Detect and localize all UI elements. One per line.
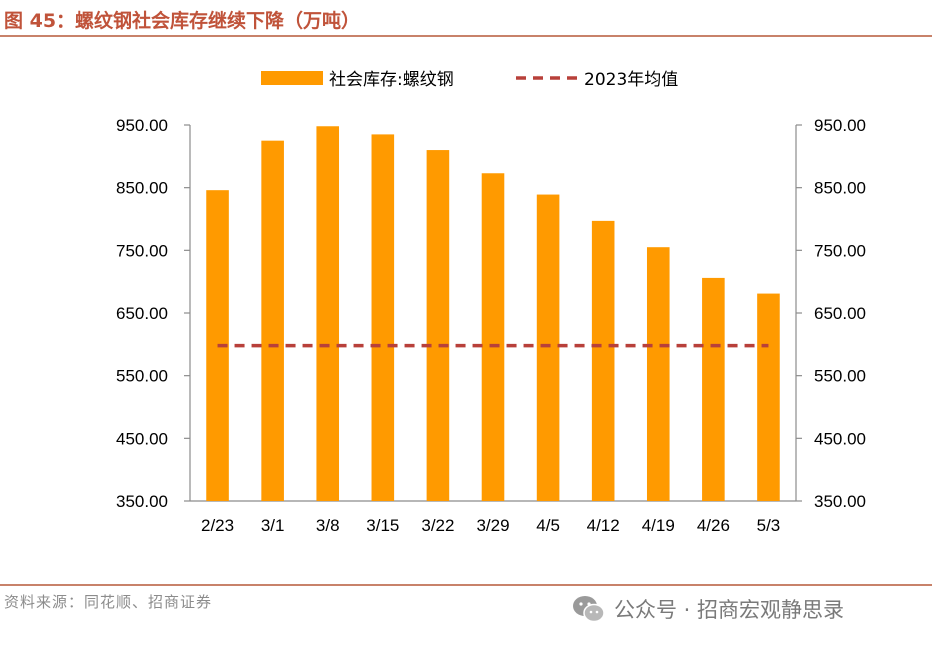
- x-tick-label: 4/26: [697, 516, 730, 535]
- legend-label-average: 2023年均值: [584, 70, 678, 90]
- y-tick-label-right: 950.00: [814, 116, 866, 135]
- bar: [702, 277, 725, 501]
- bar-chart: 社会库存:螺纹钢 2023年均值 350.00 450.00 550.00 650.0…: [116, 70, 866, 535]
- source-note: 资料来源：同花顺、招商证券: [4, 593, 213, 611]
- bar: [261, 140, 284, 501]
- x-tick-label: 4/12: [587, 516, 620, 535]
- x-tick-label: 4/5: [536, 516, 560, 535]
- y-tick-label-left: 450.00: [116, 429, 168, 448]
- watermark-text: 公众号 · 招商宏观静思录: [614, 598, 845, 622]
- bar-series: [206, 126, 780, 502]
- y-tick-label-right: 650.00: [814, 304, 866, 323]
- bar: [426, 150, 450, 502]
- y-ticks-left: 350.00 450.00 550.00 650.00 750.00 850.00 950.…: [116, 116, 190, 511]
- x-tick-label: 3/29: [476, 516, 509, 535]
- x-tick-label: 5/3: [757, 516, 781, 535]
- x-tick-label: 3/8: [316, 516, 340, 535]
- bar: [591, 220, 615, 501]
- x-tick-label: 3/15: [366, 516, 399, 535]
- watermark: 公众号 · 招商宏观静思录: [572, 594, 844, 624]
- y-tick-label-left: 550.00: [116, 367, 168, 386]
- y-tick-label-left: 950.00: [116, 116, 168, 135]
- y-tick-label-left: 850.00: [116, 179, 168, 198]
- x-tick-label: 3/1: [261, 516, 285, 535]
- x-tick-label: 3/22: [421, 516, 454, 535]
- source-rule: [0, 584, 932, 586]
- y-tick-label-left: 750.00: [116, 241, 168, 260]
- y-tick-label-left: 650.00: [116, 304, 168, 323]
- y-ticks-right: 350.00 450.00 550.00 650.00 750.00 850.00 950.…: [796, 116, 866, 511]
- y-tick-label-left: 350.00: [116, 492, 168, 511]
- bar: [646, 247, 670, 501]
- x-tick-labels: 2/23 3/1 3/8 3/15 3/22 3/29 4/5 4/12 4/19 4/26 5/3: [201, 516, 780, 535]
- figure-title: 图 45：螺纹钢社会库存继续下降（万吨）: [4, 10, 361, 32]
- bar: [316, 126, 340, 502]
- title-rule: [0, 35, 932, 37]
- y-tick-label-right: 550.00: [814, 367, 866, 386]
- bar: [481, 173, 505, 501]
- chart-legend: 社会库存:螺纹钢 2023年均值: [261, 70, 678, 90]
- legend-label-inventory: 社会库存:螺纹钢: [329, 70, 454, 90]
- y-tick-label-right: 750.00: [814, 241, 866, 260]
- legend-swatch-inventory: [261, 71, 323, 85]
- bar: [206, 190, 229, 501]
- bar: [536, 194, 560, 501]
- wechat-icon: [573, 596, 605, 623]
- y-tick-label-right: 450.00: [814, 429, 866, 448]
- y-tick-label-right: 850.00: [814, 179, 866, 198]
- y-tick-label-right: 350.00: [814, 492, 866, 511]
- bar: [371, 134, 395, 501]
- x-tick-label: 4/19: [642, 516, 675, 535]
- x-tick-label: 2/23: [201, 516, 234, 535]
- bar: [757, 293, 780, 501]
